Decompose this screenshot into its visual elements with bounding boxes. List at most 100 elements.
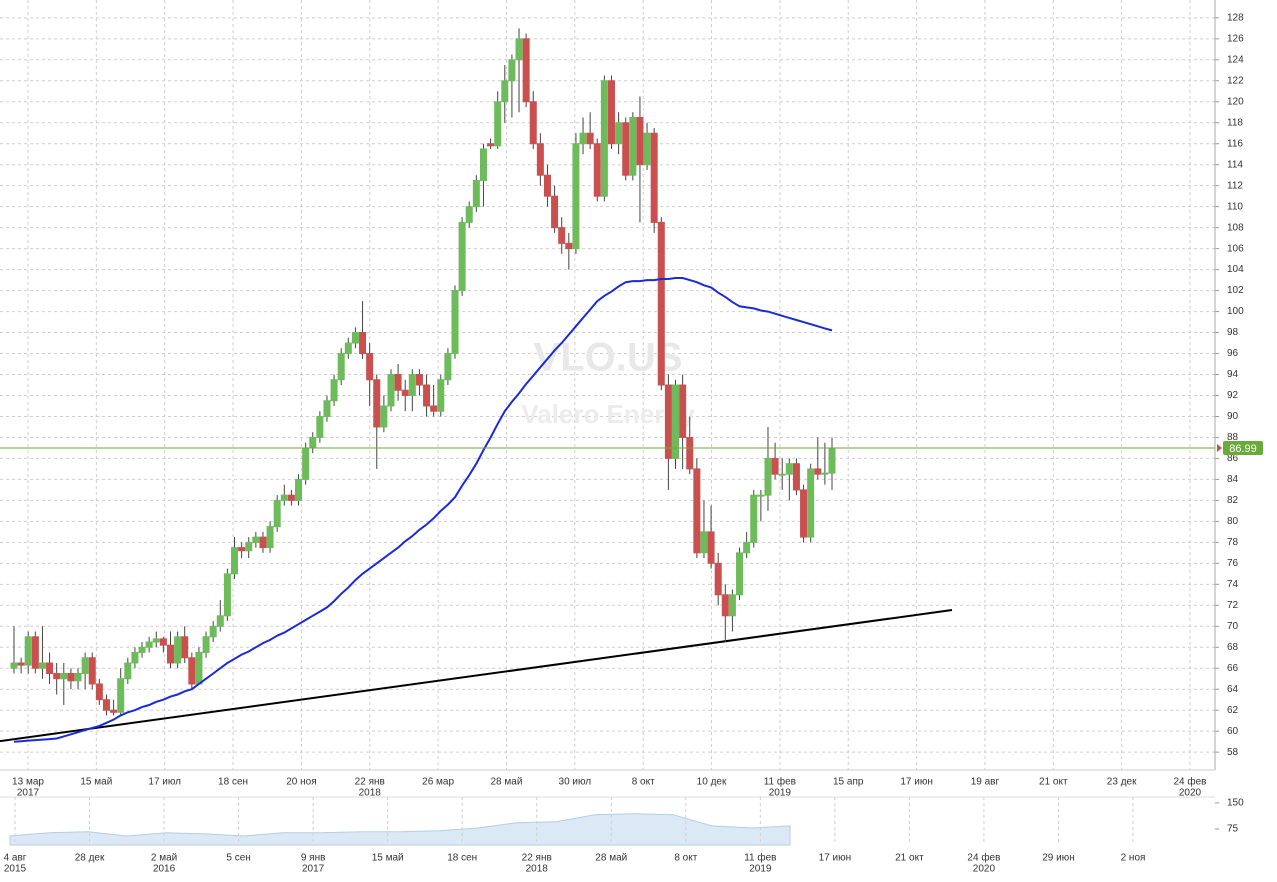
y-tick-label: 102 (1227, 285, 1244, 296)
candle-body (117, 678, 125, 713)
candle-body (565, 242, 573, 250)
candle-body (771, 457, 779, 475)
y-tick-label: 100 (1227, 306, 1244, 317)
x-tick-label: 15 апр (833, 777, 864, 788)
candle-body (337, 353, 345, 381)
candle-body (373, 379, 381, 428)
candle-body (714, 562, 722, 596)
navigator-x-label: 9 янв (301, 853, 326, 864)
navigator-x-label: 2016 (153, 864, 176, 875)
candle-body (287, 494, 295, 501)
y-tick-label: 86 (1227, 453, 1239, 464)
candle-body (572, 143, 580, 250)
y-tick-label: 128 (1227, 12, 1244, 23)
y-tick-label: 104 (1227, 264, 1244, 275)
candle-body (38, 662, 46, 669)
navigator-area (9, 813, 791, 846)
x-tick-label: 15 май (80, 777, 112, 788)
x-tick-label: 2019 (769, 788, 792, 799)
candle-body (74, 672, 82, 682)
candle-body (401, 389, 409, 396)
x-tick-label: 2018 (359, 788, 382, 799)
y-tick-label: 70 (1227, 621, 1239, 632)
candle-body (266, 526, 274, 549)
navigator-x-label: 21 окт (895, 853, 924, 864)
navigator-x-label: 24 фев (967, 852, 1000, 864)
candle-body (728, 594, 736, 617)
navigator-x-label: 2 ноя (1121, 853, 1146, 864)
candle-body (245, 541, 253, 552)
candle-body (17, 662, 25, 666)
candle-body (472, 179, 480, 208)
navigator-x-label: 2015 (4, 864, 27, 875)
candle-body (629, 116, 637, 176)
x-tick-label: 17 июн (900, 777, 933, 788)
candle-body (664, 384, 672, 459)
candle-body (757, 494, 765, 497)
y-tick-label: 106 (1227, 243, 1244, 254)
y-tick-label: 62 (1227, 705, 1239, 716)
candle-body (415, 374, 423, 386)
candle-body (252, 536, 260, 543)
x-tick-label: 13 мар (12, 777, 44, 788)
y-tick-label: 120 (1227, 96, 1244, 107)
y-tick-label: 126 (1227, 33, 1244, 44)
candle-body (46, 662, 54, 674)
navigator-x-label: 28 май (595, 853, 627, 864)
trendline (0, 609, 953, 743)
x-tick-label: 17 июл (148, 777, 181, 788)
x-tick-label: 19 авг (971, 777, 1000, 788)
candle-body (750, 494, 758, 543)
candle-body (359, 332, 367, 355)
y-tick-label: 64 (1227, 684, 1239, 695)
candle-body (280, 494, 288, 501)
candle-body (479, 148, 487, 181)
candle-body (437, 379, 445, 412)
x-tick-label: 2020 (1179, 788, 1202, 799)
y-tick-label: 112 (1227, 180, 1243, 191)
navigator-x-label: 2 май (151, 853, 177, 864)
candle-body (821, 472, 829, 475)
candle-body (465, 206, 473, 223)
candle-body (707, 531, 715, 564)
last-price-label: 86.99 (1229, 443, 1257, 455)
navigator-x-label: 2018 (526, 864, 549, 875)
candle-body (736, 552, 744, 596)
x-tick-label: 23 дек (1107, 777, 1137, 788)
candle-body (394, 374, 402, 391)
y-tick-label: 108 (1227, 222, 1244, 233)
candle-body (131, 652, 139, 664)
moving-average (13, 277, 833, 743)
navigator-x-label: 2020 (973, 864, 996, 875)
navigator-x-label: 8 окт (674, 853, 697, 864)
y-tick-label: 98 (1227, 327, 1239, 338)
candle-body (330, 379, 338, 402)
candle-body (53, 672, 61, 680)
candle-body (458, 221, 466, 292)
candle-body (430, 405, 438, 412)
x-tick-label: 26 мар (422, 777, 454, 788)
y-tick-label: 110 (1227, 201, 1243, 212)
candle-body (295, 478, 303, 501)
x-tick-label: 30 июл (559, 777, 592, 788)
candle-body (622, 122, 630, 176)
candle-body (679, 384, 687, 438)
candle-body (501, 80, 509, 103)
y-tick-label: 124 (1227, 54, 1244, 65)
candle-body (579, 132, 587, 145)
candle-body (302, 447, 310, 480)
candle-body (693, 468, 701, 554)
candle-body (807, 468, 815, 538)
candle-body (202, 636, 210, 654)
candle-body (138, 646, 146, 654)
y-tick-label: 116 (1227, 138, 1243, 149)
candle-body (81, 657, 89, 674)
x-tick-label: 8 окт (632, 777, 655, 788)
candle-body (102, 699, 110, 711)
candle-body (494, 101, 502, 147)
y-tick-label: 74 (1227, 579, 1239, 590)
y-tick-label: 80 (1227, 516, 1239, 527)
navigator-y-label: 150 (1227, 798, 1244, 809)
candle-body (95, 683, 103, 701)
navigator-x-label: 17 июн (819, 853, 852, 864)
